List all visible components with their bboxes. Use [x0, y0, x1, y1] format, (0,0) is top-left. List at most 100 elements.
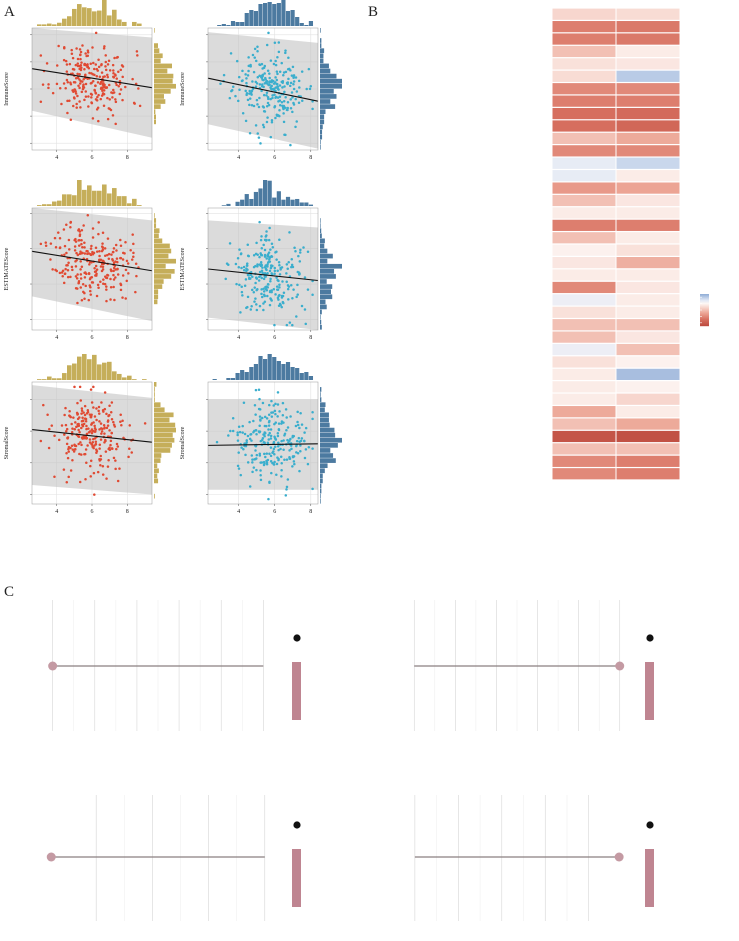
histogram-bar [320, 314, 321, 320]
data-point [276, 85, 280, 88]
data-point [83, 67, 86, 71]
data-point [263, 415, 267, 419]
data-point [294, 125, 297, 129]
data-point [288, 67, 291, 71]
histogram-bar [154, 412, 174, 418]
data-point [254, 388, 258, 392]
data-point [236, 431, 239, 434]
data-point [91, 236, 95, 239]
data-point [101, 465, 105, 468]
heatmap-cell [552, 281, 616, 294]
histogram-bar [320, 269, 335, 274]
data-point [277, 448, 280, 452]
data-point [83, 246, 86, 249]
data-point [110, 253, 113, 256]
heatmap-cell [552, 194, 616, 207]
data-point [252, 419, 255, 423]
data-point [273, 453, 276, 456]
data-point [311, 417, 314, 421]
heatmap-row [552, 331, 680, 343]
heatmap-cell [616, 21, 680, 33]
data-point [124, 85, 127, 89]
data-point [114, 467, 117, 471]
heatmap-cell [616, 443, 680, 455]
heatmap-row [552, 468, 680, 480]
data-point [64, 406, 67, 410]
data-point [281, 414, 285, 417]
data-point [260, 62, 264, 66]
histogram-bar [320, 139, 321, 145]
data-point [106, 75, 110, 79]
data-point [271, 246, 275, 249]
data-point [276, 403, 280, 406]
histogram-bar [154, 63, 172, 69]
data-point [74, 92, 78, 95]
data-point [285, 416, 288, 419]
data-point [103, 247, 107, 250]
data-point [270, 399, 273, 403]
histogram-bar [127, 375, 132, 380]
regression-line [207, 443, 319, 446]
histogram-bar [226, 203, 231, 206]
data-point [79, 50, 83, 54]
data-point [298, 469, 301, 473]
histogram-bar [320, 458, 336, 463]
data-point [263, 452, 266, 456]
data-point [274, 293, 277, 296]
data-point [283, 106, 287, 109]
data-point [295, 120, 298, 123]
data-point [304, 322, 308, 326]
data-point [264, 285, 267, 289]
data-point [107, 458, 110, 462]
data-point [131, 77, 134, 81]
data-point [119, 420, 122, 423]
data-point [247, 277, 251, 281]
data-point [260, 235, 263, 238]
histogram-bar [267, 180, 272, 206]
data-point [219, 82, 222, 85]
data-point [87, 272, 91, 276]
data-point [106, 237, 110, 240]
data-point [268, 431, 271, 435]
heatmap-row [552, 207, 680, 219]
histogram-bar [154, 468, 159, 474]
data-point [66, 436, 70, 439]
heatmap-cell [552, 381, 616, 393]
data-point [89, 285, 92, 289]
data-point [245, 306, 248, 310]
heatmap-cell [616, 107, 680, 120]
data-point [102, 282, 105, 285]
data-point [241, 111, 245, 115]
data-point [257, 105, 261, 109]
data-point [275, 82, 278, 86]
data-point [247, 273, 250, 277]
colorbar-segment [700, 298, 709, 300]
data-point [55, 82, 59, 86]
x-tick-label: 6 [273, 155, 276, 161]
heatmap-cell [616, 70, 680, 82]
data-point [125, 259, 129, 263]
data-point [285, 280, 288, 283]
heatmap-cell [616, 182, 680, 194]
data-point [276, 432, 280, 435]
histogram-bar [154, 407, 165, 413]
data-point [247, 64, 251, 68]
data-point [84, 90, 88, 93]
heatmap-cell [552, 244, 616, 256]
histogram-bar [258, 188, 263, 206]
data-point [298, 251, 302, 254]
colorbar-segment [700, 320, 709, 322]
data-point [269, 97, 272, 101]
data-point [306, 288, 310, 291]
data-point [71, 89, 74, 92]
data-point [282, 448, 285, 451]
heatmap-cell [616, 45, 680, 58]
data-point [79, 273, 83, 276]
colorbar-segment [700, 315, 709, 317]
colorbar-segment [700, 324, 709, 326]
data-point [277, 294, 280, 298]
data-point [103, 45, 106, 48]
data-point [300, 437, 304, 440]
data-point [118, 82, 122, 86]
histogram-bar [154, 258, 176, 264]
